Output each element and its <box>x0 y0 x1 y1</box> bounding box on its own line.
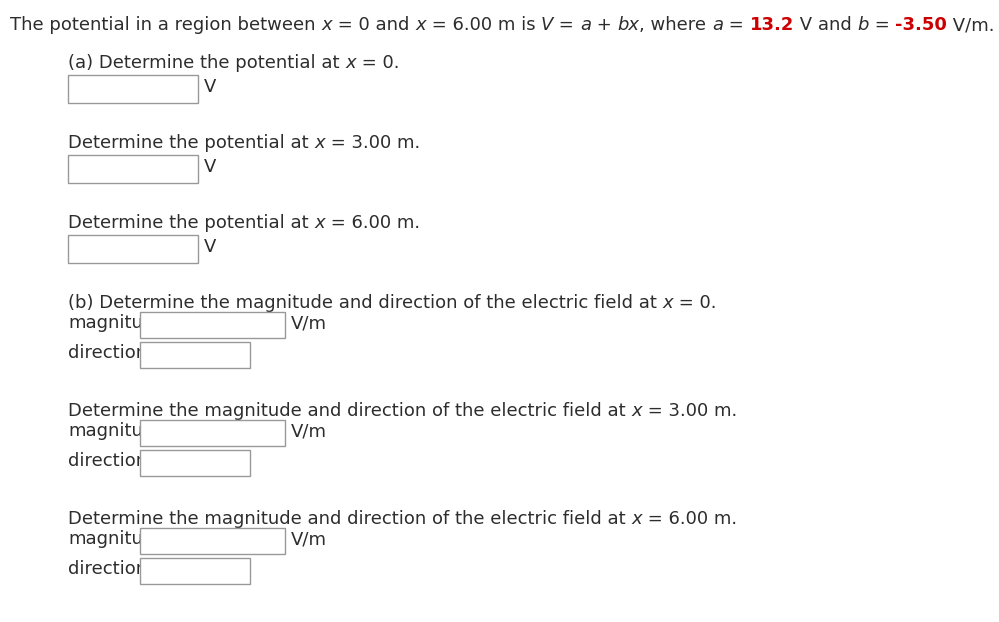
Text: V/m.: V/m. <box>947 16 995 34</box>
Text: a: a <box>712 16 723 34</box>
Text: V/m: V/m <box>291 422 327 440</box>
Text: 13.2: 13.2 <box>749 16 794 34</box>
Text: The potential in a region between: The potential in a region between <box>10 16 322 34</box>
Text: = 6.00 m is: = 6.00 m is <box>426 16 541 34</box>
Text: direction: direction <box>68 560 147 578</box>
Text: =: = <box>869 16 895 34</box>
Text: x: x <box>346 54 356 72</box>
Text: (a) Determine the potential at: (a) Determine the potential at <box>68 54 346 72</box>
Text: b: b <box>857 16 869 34</box>
Text: x: x <box>662 294 673 312</box>
Text: ⌄: ⌄ <box>236 455 248 470</box>
Text: V: V <box>204 78 217 96</box>
Text: a: a <box>579 16 590 34</box>
Text: x: x <box>322 16 332 34</box>
Text: x: x <box>631 510 642 528</box>
Text: (b) Determine the magnitude and direction of the electric field at: (b) Determine the magnitude and directio… <box>68 294 662 312</box>
Text: Determine the potential at: Determine the potential at <box>68 214 315 232</box>
Text: V and: V and <box>794 16 857 34</box>
Text: -3.50: -3.50 <box>895 16 947 34</box>
Text: V: V <box>204 238 217 256</box>
Text: V: V <box>541 16 553 34</box>
Text: x: x <box>415 16 426 34</box>
Text: ---Select---: ---Select--- <box>146 455 230 470</box>
Text: magnitude: magnitude <box>68 422 166 440</box>
Text: = 3.00 m.: = 3.00 m. <box>325 134 421 152</box>
Text: = 6.00 m.: = 6.00 m. <box>325 214 421 232</box>
Text: +: + <box>590 16 617 34</box>
Text: bx: bx <box>617 16 639 34</box>
Text: = 0.: = 0. <box>673 294 716 312</box>
Text: =: = <box>723 16 749 34</box>
Text: , where: , where <box>639 16 712 34</box>
Text: =: = <box>553 16 579 34</box>
Text: direction: direction <box>68 452 147 470</box>
Text: ---Select---: ---Select--- <box>146 348 230 363</box>
Text: V: V <box>204 158 217 176</box>
Text: = 0.: = 0. <box>356 54 400 72</box>
Text: magnitude: magnitude <box>68 530 166 548</box>
Text: Determine the magnitude and direction of the electric field at: Determine the magnitude and direction of… <box>68 402 631 420</box>
Text: direction: direction <box>68 344 147 362</box>
Text: V/m: V/m <box>291 314 327 332</box>
Text: Determine the magnitude and direction of the electric field at: Determine the magnitude and direction of… <box>68 510 631 528</box>
Text: x: x <box>315 214 325 232</box>
Text: ---Select---: ---Select--- <box>146 564 230 578</box>
Text: = 0 and: = 0 and <box>332 16 415 34</box>
Text: x: x <box>315 134 325 152</box>
Text: Determine the potential at: Determine the potential at <box>68 134 315 152</box>
Text: = 3.00 m.: = 3.00 m. <box>642 402 737 420</box>
Text: x: x <box>631 402 642 420</box>
Text: ⌄: ⌄ <box>236 564 248 578</box>
Text: ⌄: ⌄ <box>236 348 248 363</box>
Text: = 6.00 m.: = 6.00 m. <box>642 510 737 528</box>
Text: magnitude: magnitude <box>68 314 166 332</box>
Text: V/m: V/m <box>291 530 327 548</box>
